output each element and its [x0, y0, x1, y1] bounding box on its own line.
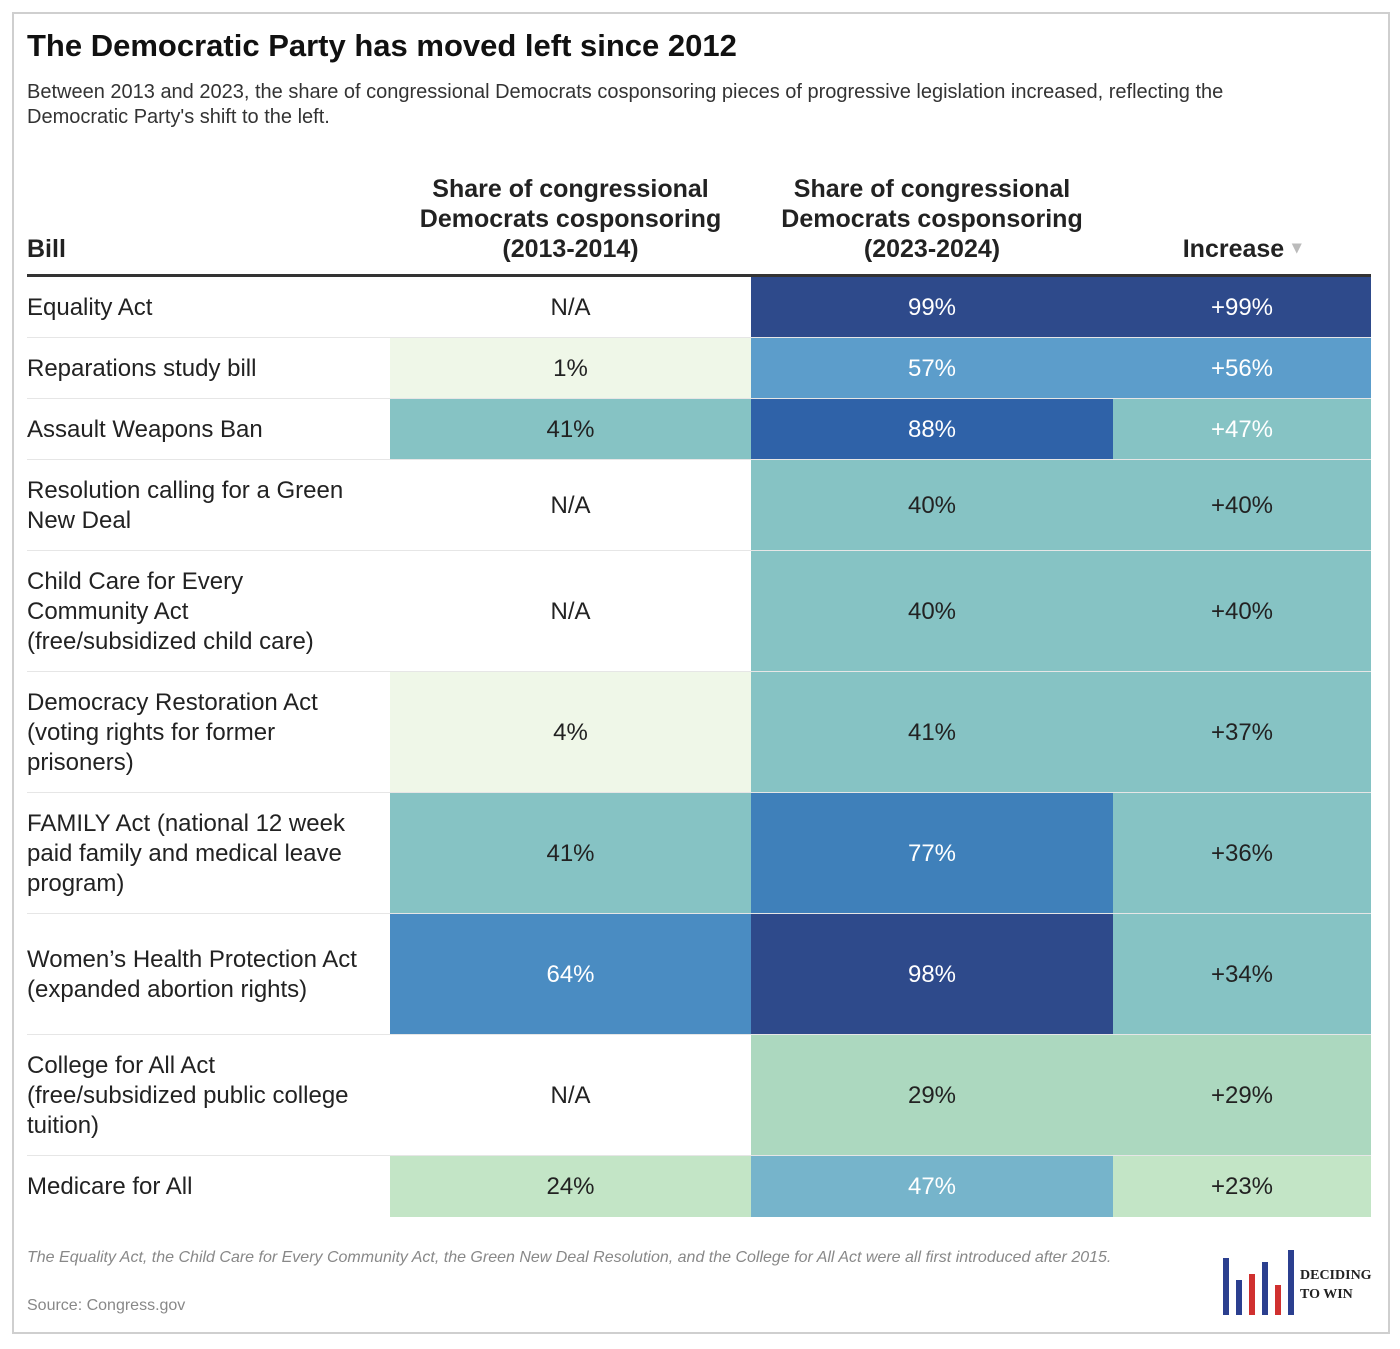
value-cell: N/A [390, 551, 751, 672]
value-cell: 64% [390, 914, 751, 1035]
value-cell: +47% [1113, 399, 1371, 460]
row-divider [27, 337, 1371, 338]
bill-name: Resolution calling for a Green New Deal [27, 460, 357, 551]
title: The Democratic Party has moved left sinc… [27, 28, 737, 63]
header-rule [27, 274, 1371, 277]
logo-text: DECIDING TO WIN [1300, 1268, 1372, 1302]
value-cell: 57% [751, 338, 1113, 399]
footnote: The Equality Act, the Child Care for Eve… [27, 1249, 1112, 1266]
value-cell: 41% [390, 793, 751, 914]
value-cell: +40% [1113, 460, 1371, 551]
value-cell: 4% [390, 672, 751, 793]
bill-name: Equality Act [27, 277, 357, 338]
column-header: Bill [27, 235, 66, 263]
source: Source: Congress.gov [27, 1297, 186, 1314]
row-divider [27, 550, 1371, 551]
value-cell: +40% [1113, 551, 1371, 672]
value-cell: +36% [1113, 793, 1371, 914]
value-cell: 98% [751, 914, 1113, 1035]
value-cell: N/A [390, 460, 751, 551]
value-cell: 99% [751, 277, 1113, 338]
logo-mark [1223, 1250, 1294, 1315]
bill-name: Child Care for Every Community Act (free… [27, 551, 357, 672]
value-cell: +37% [1113, 672, 1371, 793]
value-cell: 41% [751, 672, 1113, 793]
value-cell: +99% [1113, 277, 1371, 338]
row-divider [27, 671, 1371, 672]
value-cell: 29% [751, 1035, 1113, 1156]
column-header: Share of congressional Democrats cospons… [781, 175, 1083, 263]
value-cell: 47% [751, 1156, 1113, 1217]
row-divider [27, 1034, 1371, 1035]
value-cell: +56% [1113, 338, 1371, 399]
bill-name: Women’s Health Protection Act (expanded … [27, 914, 357, 1035]
bill-name: Reparations study bill [27, 338, 357, 399]
sort-indicator[interactable]: ▾ [1292, 237, 1302, 257]
value-cell: 1% [390, 338, 751, 399]
row-divider [27, 792, 1371, 793]
row-divider [27, 1155, 1371, 1156]
bill-name: College for All Act (free/subsidized pub… [27, 1035, 357, 1156]
value-cell: +23% [1113, 1156, 1371, 1217]
frame [12, 12, 1390, 1334]
value-cell: 88% [751, 399, 1113, 460]
value-cell: N/A [390, 1035, 751, 1156]
value-cell: +29% [1113, 1035, 1371, 1156]
bill-name: Assault Weapons Ban [27, 399, 357, 460]
column-header: Share of congressional Democrats cospons… [419, 175, 722, 263]
column-header: Increase ▾ [1113, 168, 1371, 264]
value-cell: 40% [751, 460, 1113, 551]
subtitle: Between 2013 and 2023, the share of cong… [27, 81, 1224, 128]
row-divider [27, 459, 1371, 460]
bill-name: Medicare for All [27, 1156, 357, 1217]
value-cell: N/A [390, 277, 751, 338]
bill-name: FAMILY Act (national 12 week paid family… [27, 793, 357, 914]
value-cell: 24% [390, 1156, 751, 1217]
value-cell: +34% [1113, 914, 1371, 1035]
value-cell: 77% [751, 793, 1113, 914]
value-cell: 41% [390, 399, 751, 460]
bill-name: Democracy Restoration Act (voting rights… [27, 672, 357, 793]
row-divider [27, 913, 1371, 914]
value-cell: 40% [751, 551, 1113, 672]
row-divider [27, 398, 1371, 399]
